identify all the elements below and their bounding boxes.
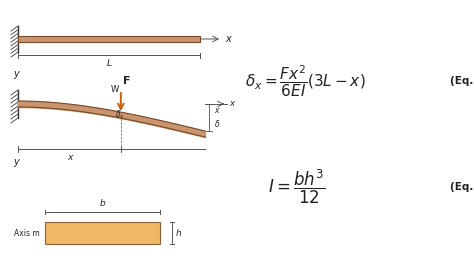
Text: y: y [13,69,19,79]
Text: $I = \dfrac{bh^3}{12}$: $I = \dfrac{bh^3}{12}$ [268,168,326,206]
Text: x: x [214,106,219,115]
Bar [45,222,160,244]
Text: (Eq. 2): (Eq. 2) [450,182,474,192]
Text: F: F [123,76,130,86]
Text: W: W [111,85,119,94]
Text: y: y [13,157,19,167]
Text: (Eq. 1): (Eq. 1) [450,76,474,86]
Text: x: x [229,98,234,107]
Text: b: b [100,199,105,208]
Text: x: x [225,34,231,44]
Text: L: L [107,59,111,68]
Text: $\delta_x$: $\delta_x$ [115,109,125,121]
Text: $\delta$: $\delta$ [214,118,220,129]
Bar [18,36,200,42]
Text: Axis m: Axis m [14,228,40,238]
Text: $\delta_x = \dfrac{Fx^2}{6EI}(3L - x)$: $\delta_x = \dfrac{Fx^2}{6EI}(3L - x)$ [245,63,365,99]
Text: x: x [67,153,72,162]
Text: h: h [176,228,182,238]
